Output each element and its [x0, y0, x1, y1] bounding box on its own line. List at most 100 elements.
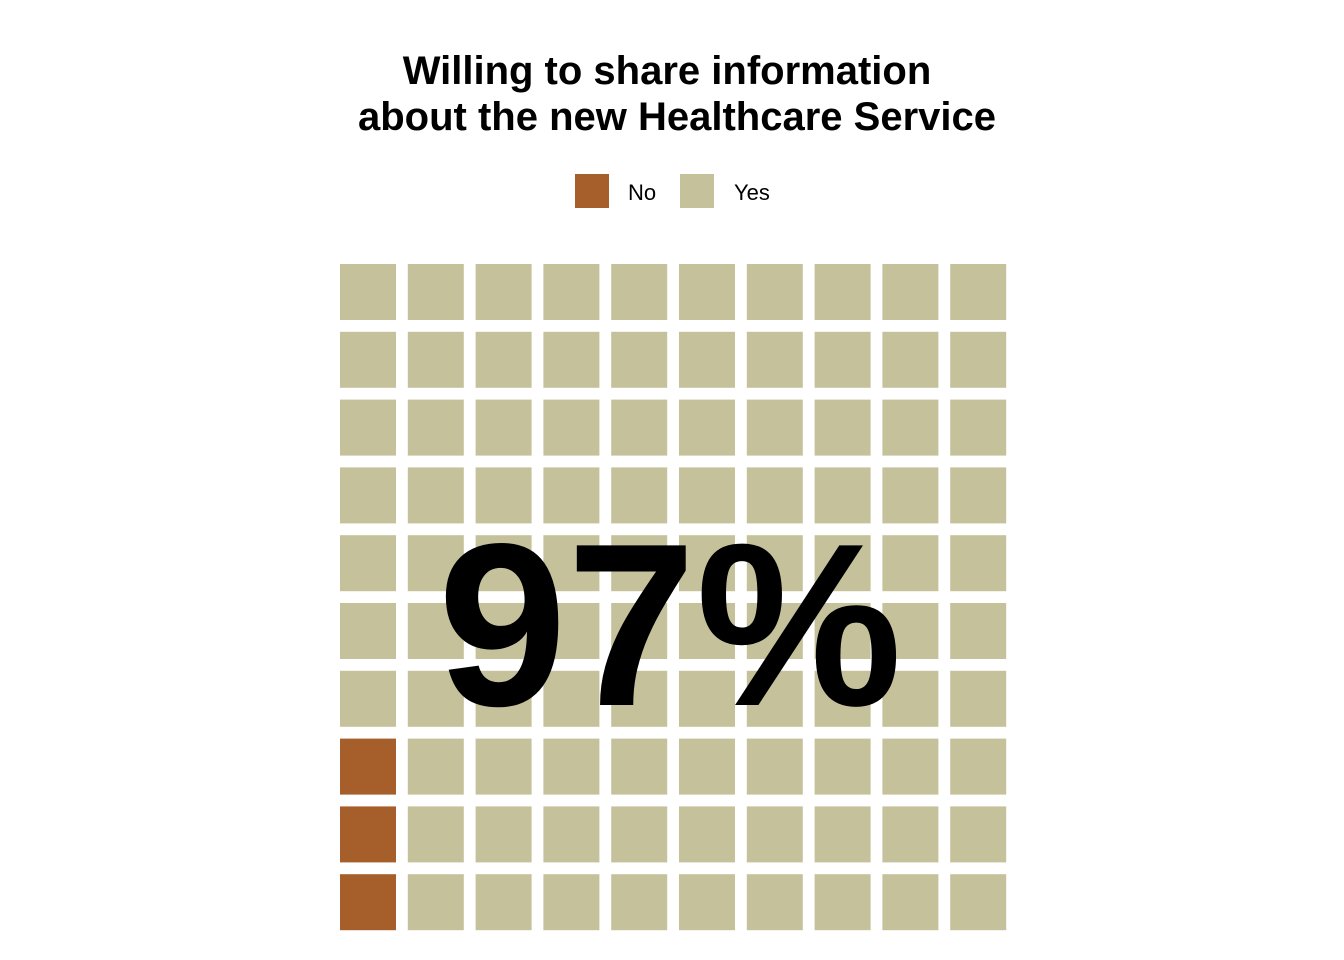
waffle-cell-yes	[882, 738, 939, 795]
waffle-cell-yes	[950, 264, 1007, 320]
waffle-cell-yes	[543, 535, 600, 592]
waffle-cell-yes	[679, 264, 735, 320]
waffle-cell-yes	[746, 399, 803, 456]
waffle-cell-yes	[950, 535, 1007, 592]
waffle-cell-yes	[340, 670, 396, 727]
waffle-cell-yes	[746, 670, 803, 727]
waffle-cell-yes	[950, 806, 1007, 863]
waffle-cell-yes	[543, 738, 600, 795]
waffle-cell-yes	[340, 535, 396, 592]
waffle-cell-yes	[543, 603, 600, 659]
waffle-cell-yes	[543, 806, 600, 863]
waffle-cell-yes	[746, 331, 803, 388]
waffle-cell-yes	[679, 535, 735, 592]
waffle-cell-yes	[950, 603, 1007, 659]
legend-label-no: No	[628, 180, 656, 205]
waffle-cell-yes	[679, 603, 735, 659]
waffle-cell-yes	[543, 331, 600, 388]
waffle-cell-yes	[543, 399, 600, 456]
waffle-cell-yes	[746, 535, 803, 592]
waffle-cell-yes	[611, 670, 668, 727]
waffle-cell-yes	[814, 874, 871, 931]
waffle-cell-yes	[746, 806, 803, 863]
waffle-cell-no	[340, 806, 396, 863]
waffle-cell-yes	[611, 806, 668, 863]
waffle-cell-yes	[475, 264, 532, 320]
waffle-cell-yes	[475, 670, 532, 727]
waffle-cell-yes	[950, 738, 1007, 795]
waffle-cell-yes	[814, 670, 871, 727]
waffle-cell-yes	[882, 874, 939, 931]
waffle-cell-yes	[475, 738, 532, 795]
waffle-cell-yes	[475, 331, 532, 388]
waffle-cell-yes	[950, 670, 1007, 727]
waffle-cell-yes	[746, 467, 803, 524]
waffle-cell-yes	[543, 264, 600, 320]
waffle-cell-yes	[340, 264, 396, 320]
waffle-cell-yes	[340, 467, 396, 524]
waffle-cell-yes	[340, 399, 396, 456]
waffle-cell-yes	[543, 874, 600, 931]
waffle-cell-yes	[611, 467, 668, 524]
waffle-cell-yes	[814, 738, 871, 795]
waffle-cell-yes	[340, 331, 396, 388]
waffle-cell-yes	[543, 670, 600, 727]
waffle-cell-yes	[814, 264, 871, 320]
waffle-cell-yes	[950, 874, 1007, 931]
waffle-cell-no	[340, 874, 396, 931]
waffle-cell-yes	[882, 670, 939, 727]
chart-title: Willing to share information about the n…	[358, 49, 996, 139]
waffle-cell-yes	[611, 399, 668, 456]
waffle-cell-yes	[882, 264, 939, 320]
waffle-cell-yes	[746, 603, 803, 659]
waffle-grid	[340, 264, 1007, 931]
center-percent-label: 97%	[438, 496, 902, 755]
waffle-cell-yes	[407, 670, 464, 727]
waffle-cell-yes	[407, 535, 464, 592]
waffle-cell-yes	[475, 806, 532, 863]
waffle-cell-yes	[746, 264, 803, 320]
waffle-cell-yes	[882, 331, 939, 388]
waffle-cell-yes	[882, 535, 939, 592]
waffle-cell-yes	[679, 399, 735, 456]
legend-label-yes: Yes	[734, 180, 770, 205]
waffle-cell-yes	[611, 264, 668, 320]
waffle-cell-yes	[882, 467, 939, 524]
waffle-cell-yes	[407, 603, 464, 659]
waffle-cell-yes	[882, 399, 939, 456]
waffle-cell-yes	[407, 874, 464, 931]
waffle-cell-yes	[882, 603, 939, 659]
waffle-cell-yes	[475, 535, 532, 592]
waffle-cell-yes	[611, 603, 668, 659]
waffle-cell-yes	[407, 264, 464, 320]
waffle-cell-no	[340, 738, 396, 795]
waffle-cell-yes	[611, 535, 668, 592]
waffle-cell-yes	[814, 467, 871, 524]
waffle-cell-yes	[746, 738, 803, 795]
waffle-cell-yes	[611, 331, 668, 388]
waffle-cell-yes	[611, 874, 668, 931]
waffle-cell-yes	[746, 874, 803, 931]
waffle-cell-yes	[679, 331, 735, 388]
chart-title-line-1: Willing to share information	[403, 49, 932, 93]
waffle-cell-yes	[814, 535, 871, 592]
waffle-cell-yes	[679, 806, 735, 863]
waffle-cell-yes	[950, 467, 1007, 524]
waffle-cell-yes	[882, 806, 939, 863]
legend-swatch-yes	[680, 174, 714, 208]
waffle-cell-yes	[679, 467, 735, 524]
waffle-cell-yes	[475, 874, 532, 931]
waffle-cell-yes	[814, 399, 871, 456]
waffle-cell-yes	[407, 467, 464, 524]
waffle-cell-yes	[340, 603, 396, 659]
legend: No Yes	[575, 174, 770, 208]
waffle-cell-yes	[679, 738, 735, 795]
waffle-cell-yes	[407, 399, 464, 456]
waffle-cell-yes	[679, 670, 735, 727]
waffle-cell-yes	[407, 806, 464, 863]
waffle-cell-yes	[814, 331, 871, 388]
waffle-cell-yes	[475, 467, 532, 524]
waffle-cell-yes	[814, 603, 871, 659]
waffle-cell-yes	[814, 806, 871, 863]
